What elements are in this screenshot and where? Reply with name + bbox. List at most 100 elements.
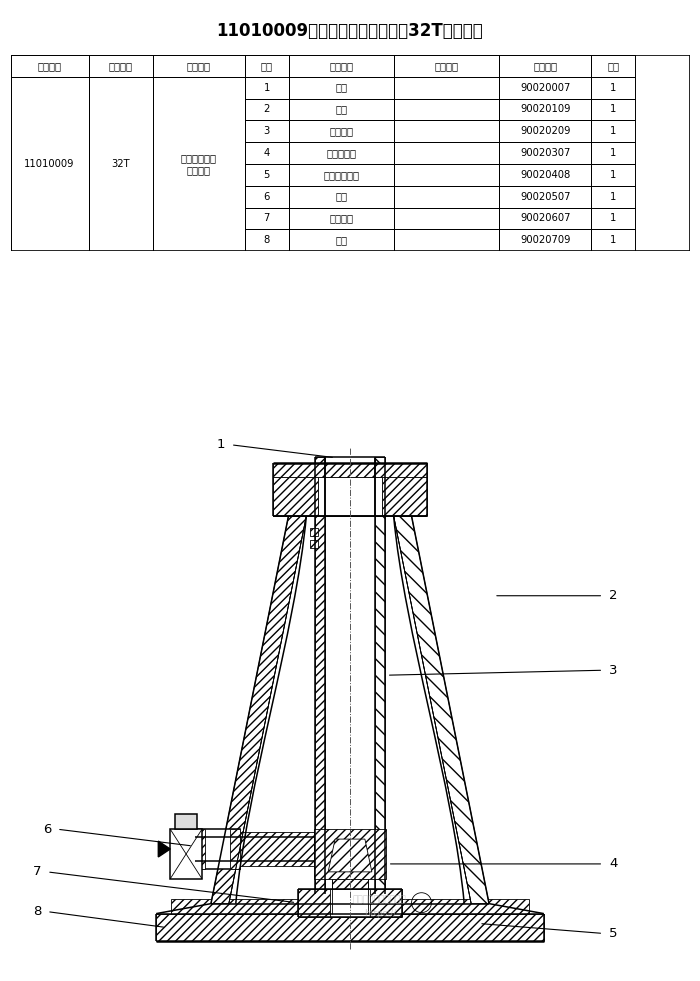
Text: 6: 6 [43,823,51,836]
Text: 配件规格: 配件规格 [435,61,458,71]
Bar [394,142,499,164]
Bar [255,837,314,861]
Bar [330,889,370,916]
Bar [591,77,635,98]
Polygon shape [328,839,372,872]
Text: 1: 1 [610,170,616,180]
Text: 小圆锥齿轮: 小圆锥齿轮 [326,148,356,158]
Bar [591,98,635,121]
Bar [153,55,245,77]
Bar [172,899,528,913]
Bar [310,528,319,537]
Text: 产品编号: 产品编号 [38,61,62,71]
Bar [272,463,428,477]
Bar [332,879,368,913]
Bar [382,477,428,516]
Text: 32T: 32T [111,159,130,169]
Bar [230,829,239,869]
Text: 1: 1 [610,191,616,202]
Polygon shape [393,516,489,904]
Text: 7: 7 [264,214,270,224]
Bar [245,185,289,208]
Text: 数量: 数量 [607,61,619,71]
Text: 壳体: 壳体 [335,104,347,115]
Polygon shape [211,516,307,904]
Bar [245,77,289,98]
Text: 90020408: 90020408 [520,170,570,180]
Bar [591,230,635,251]
Text: 河北潮声科技有限公司: 河北潮声科技有限公司 [353,896,407,904]
Text: 1: 1 [610,148,616,158]
Bar [499,208,591,230]
Bar [89,55,153,77]
Bar [591,121,635,142]
Text: 1: 1 [610,82,616,92]
Bar [10,77,89,251]
Text: 8: 8 [264,235,270,245]
Text: 90020209: 90020209 [520,127,570,136]
Text: 90020507: 90020507 [520,191,570,202]
Bar [591,55,635,77]
Bar [394,121,499,142]
Text: 90020307: 90020307 [520,148,570,158]
Bar [499,185,591,208]
Bar [245,208,289,230]
Bar [289,230,394,251]
Text: 6: 6 [264,191,270,202]
Bar [245,164,289,185]
Bar [499,164,591,185]
Bar [394,208,499,230]
Bar [318,477,382,516]
Bar [394,55,499,77]
Text: 产品型号: 产品型号 [108,61,133,71]
Bar [394,185,499,208]
Text: 11010009: 11010009 [25,159,75,169]
Text: 序号: 序号 [261,61,273,71]
Text: 扳手: 扳手 [335,191,347,202]
Bar [394,230,499,251]
Text: 升降套筒: 升降套筒 [330,127,354,136]
Bar [394,77,499,98]
Bar [245,230,289,251]
Bar [170,829,202,879]
Bar [10,55,89,77]
Text: 90020109: 90020109 [520,104,570,115]
Text: https://: https:// [364,909,396,918]
Text: 90020607: 90020607 [520,214,570,224]
Bar [499,121,591,142]
Text: 2: 2 [264,104,270,115]
Bar [591,164,635,185]
Bar [289,142,394,164]
Text: 配件编号: 配件编号 [533,61,557,71]
Bar [394,164,499,185]
Bar [289,77,394,98]
Text: 90020709: 90020709 [520,235,570,245]
Text: 5: 5 [264,170,270,180]
Bar [499,142,591,164]
Polygon shape [315,457,326,894]
Bar [289,185,394,208]
Text: 8: 8 [33,905,41,918]
Bar [195,832,314,866]
Text: 产品名称: 产品名称 [187,61,211,71]
Text: 推力轴承: 推力轴承 [330,214,354,224]
Text: 1: 1 [610,235,616,245]
Text: 5: 5 [609,927,617,940]
Bar [499,98,591,121]
Bar [175,814,197,829]
Text: 2: 2 [609,590,617,602]
Bar [245,142,289,164]
Text: 1: 1 [216,439,225,451]
Bar [272,477,318,516]
Polygon shape [158,841,170,857]
Text: 4: 4 [609,857,617,870]
Text: 底座: 底座 [335,235,347,245]
Bar [499,55,591,77]
Bar [591,208,635,230]
Text: 3: 3 [609,664,617,677]
Text: 4: 4 [264,148,270,158]
Text: 3: 3 [264,127,270,136]
Bar [289,208,394,230]
Text: 7: 7 [33,865,41,878]
Text: 1: 1 [610,104,616,115]
